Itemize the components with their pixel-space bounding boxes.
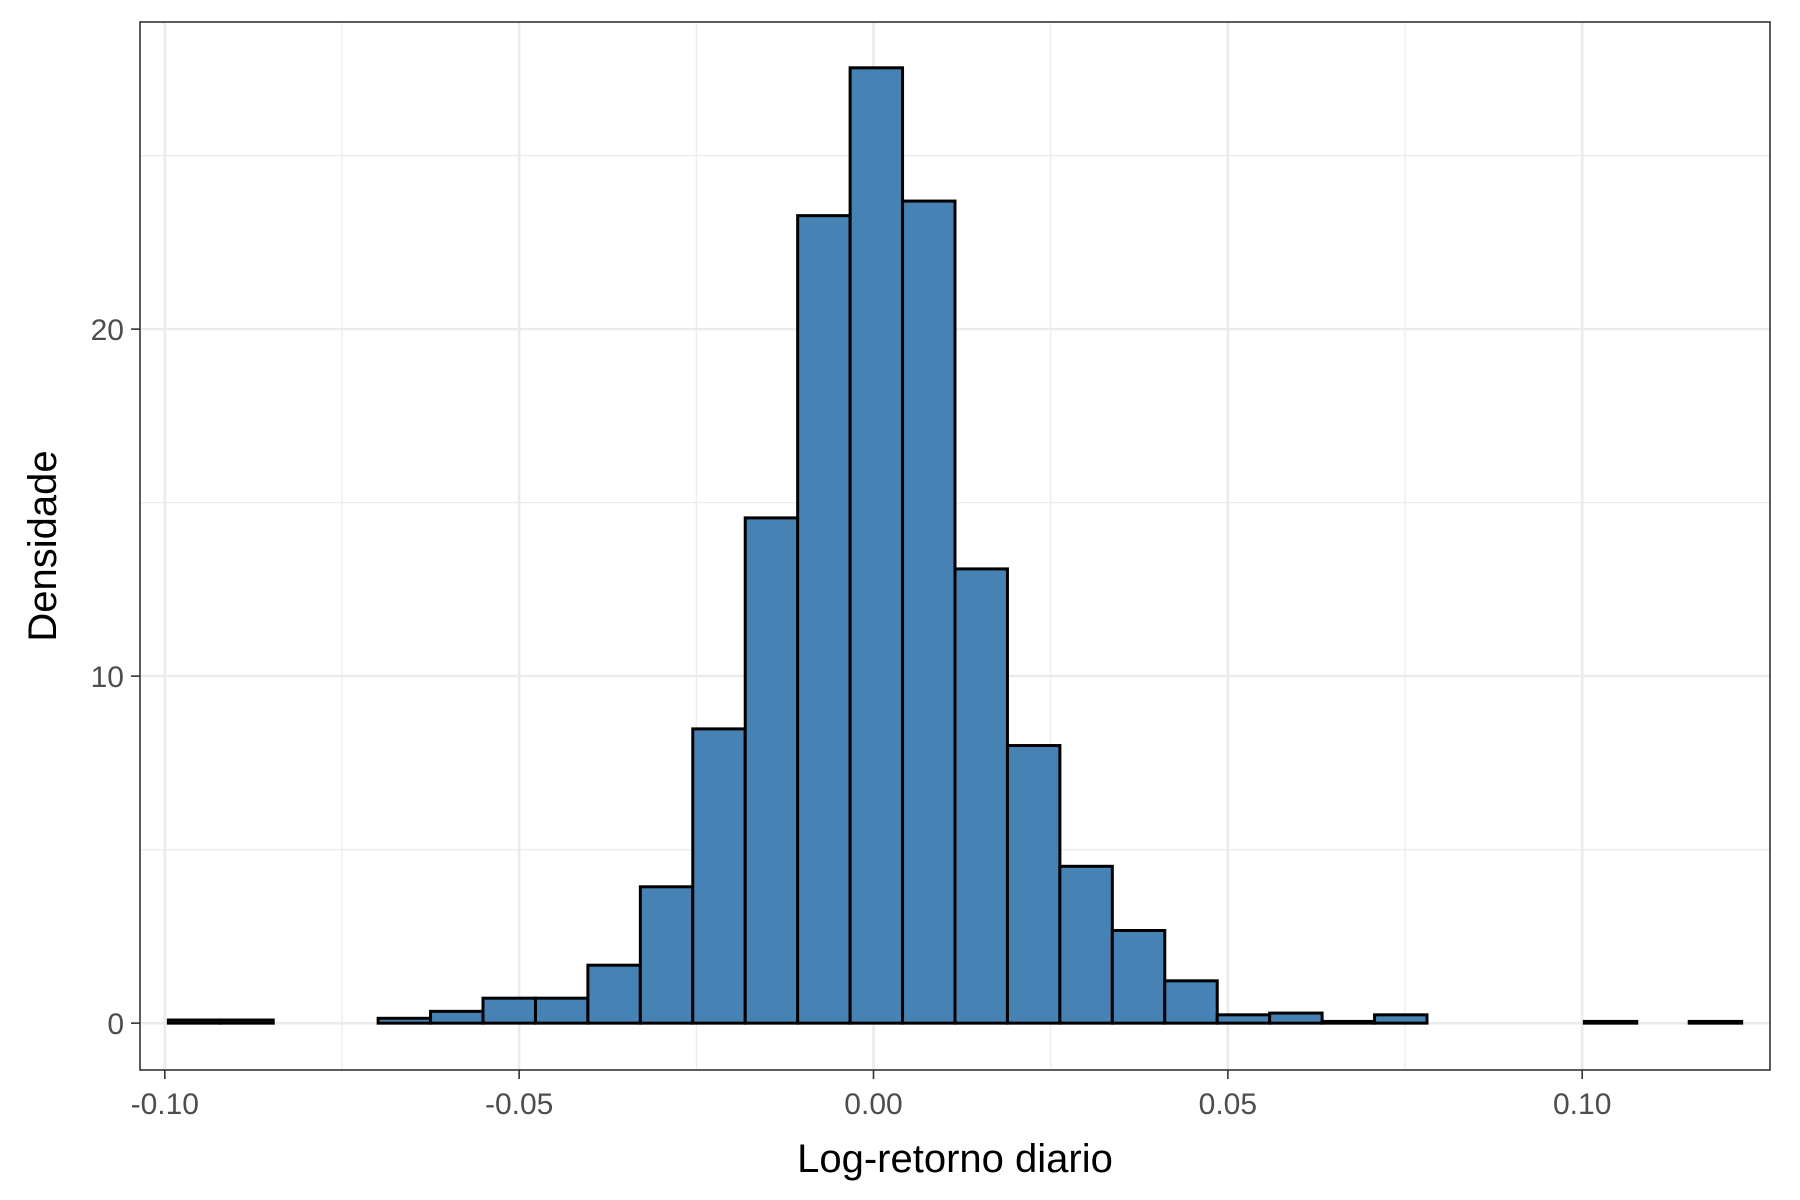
histogram-bar (1268, 1011, 1324, 1025)
y-tick-label: 10 (91, 661, 124, 694)
histogram-bar (429, 1009, 485, 1025)
histogram-bar (1373, 1013, 1429, 1025)
histogram-bar (1687, 1019, 1744, 1025)
x-tick-label: 0.00 (844, 1088, 902, 1121)
histogram-bar (901, 199, 957, 1025)
y-axis: 0 10 20 (91, 314, 140, 1041)
x-tick-label: 0.10 (1553, 1088, 1611, 1121)
histogram-bar (219, 1018, 275, 1025)
histogram-bar (743, 516, 800, 1025)
x-tick-label: 0.05 (1199, 1088, 1257, 1121)
x-axis: -0.10 -0.05 0.00 0.05 0.10 (131, 1070, 1611, 1121)
histogram-bar (481, 996, 537, 1025)
histogram-bar (1058, 864, 1114, 1025)
histogram-bar (1320, 1019, 1377, 1025)
histogram-bar (586, 963, 642, 1025)
x-axis-title: Log-retorno diario (797, 1137, 1113, 1181)
histogram-bar (1215, 1013, 1272, 1025)
histogram-bar (1110, 928, 1167, 1025)
histogram-bar (166, 1018, 223, 1025)
histogram-bar (691, 727, 747, 1025)
histogram-bars (166, 66, 1744, 1025)
histogram-bar (848, 66, 905, 1025)
y-tick-label: 20 (91, 314, 124, 347)
histogram-bar (953, 567, 1009, 1025)
panel-border (139, 21, 1771, 1071)
y-axis-title: Densidade (21, 450, 65, 641)
histogram-bar (1005, 744, 1062, 1025)
x-tick-label: -0.10 (131, 1088, 199, 1121)
histogram-bar (533, 996, 590, 1025)
histogram-bar (1582, 1019, 1639, 1025)
histogram-bar (796, 214, 852, 1025)
histogram-bar (638, 885, 695, 1025)
x-tick-label: -0.05 (485, 1088, 553, 1121)
histogram-bar (376, 1016, 433, 1025)
y-tick-label: 0 (107, 1008, 124, 1041)
histogram-bar (1163, 979, 1219, 1025)
